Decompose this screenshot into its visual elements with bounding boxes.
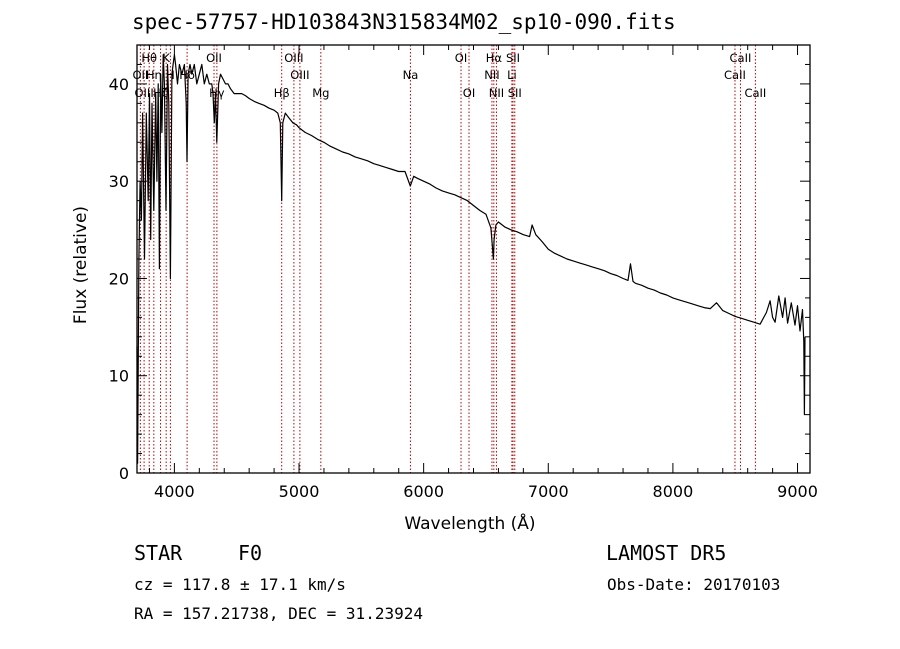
spectral-line-label: OIII bbox=[284, 51, 303, 65]
y-tick-label: 10 bbox=[109, 367, 129, 386]
x-tick-label: 7000 bbox=[528, 482, 569, 501]
survey-name: LAMOST DR5 bbox=[606, 541, 727, 565]
x-tick-label: 4000 bbox=[154, 482, 195, 501]
spectral-line-markers bbox=[139, 45, 756, 473]
spectral-line-label: Hγ bbox=[209, 86, 225, 100]
spectral-line-label: Li bbox=[507, 68, 517, 82]
x-tick-label: 6000 bbox=[403, 482, 444, 501]
spectral-line-label: OI bbox=[455, 51, 467, 65]
spectral-line-label: Hβ bbox=[274, 86, 290, 100]
coordinates: RA = 157.21738, DEC = 31.23924 bbox=[134, 604, 423, 623]
axis-ticks: 4000 5000 6000 7000 8000 9000 0 10 20 30 40 bbox=[109, 44, 818, 501]
object-subclass: F0 bbox=[238, 541, 263, 565]
spectral-line-label: NII bbox=[484, 68, 499, 82]
y-tick-label: 40 bbox=[109, 75, 129, 94]
spectral-line-label: CaII bbox=[744, 86, 766, 100]
spectral-line-label: K bbox=[162, 51, 170, 65]
object-class: STAR bbox=[134, 541, 183, 565]
x-tick-label: 9000 bbox=[777, 482, 818, 501]
redshift-readout: cz = 117.8 ± 17.1 km/s bbox=[134, 575, 346, 594]
y-tick-label: 30 bbox=[109, 172, 129, 191]
spectral-line-label: H bbox=[166, 68, 175, 82]
spectral-line-label: Hθ bbox=[141, 51, 157, 65]
spectral-line-label: NII bbox=[489, 86, 504, 100]
obs-date: Obs-Date: 20170103 bbox=[607, 575, 781, 594]
spectral-line-label: OI bbox=[463, 86, 475, 100]
spectral-line-label: Mg bbox=[312, 86, 329, 100]
spectral-line-label: Na bbox=[403, 68, 419, 82]
y-tick-label: 0 bbox=[119, 464, 129, 483]
spectral-line-label: CaII bbox=[724, 68, 746, 82]
spectral-line-label: OII bbox=[206, 51, 222, 65]
chart-title: spec-57757-HD103843N315834M02_sp10-090.f… bbox=[132, 10, 676, 34]
spectral-line-label: SII bbox=[506, 51, 520, 65]
spectral-line-label: Hη bbox=[146, 68, 162, 82]
y-axis-label: Flux (relative) bbox=[71, 206, 91, 324]
spectral-line-label: CaII bbox=[730, 51, 752, 65]
spectral-line-label: SII bbox=[508, 86, 522, 100]
x-tick-label: 5000 bbox=[279, 482, 320, 501]
plot-frame bbox=[136, 44, 811, 474]
spectral-line-label: Hα bbox=[486, 51, 503, 65]
x-axis-label: Wavelength (Å) bbox=[404, 512, 535, 534]
spectral-line-label: OIII bbox=[290, 68, 309, 82]
y-tick-label: 20 bbox=[109, 269, 129, 288]
spectrum-line bbox=[136, 54, 806, 464]
x-tick-label: 8000 bbox=[653, 482, 694, 501]
